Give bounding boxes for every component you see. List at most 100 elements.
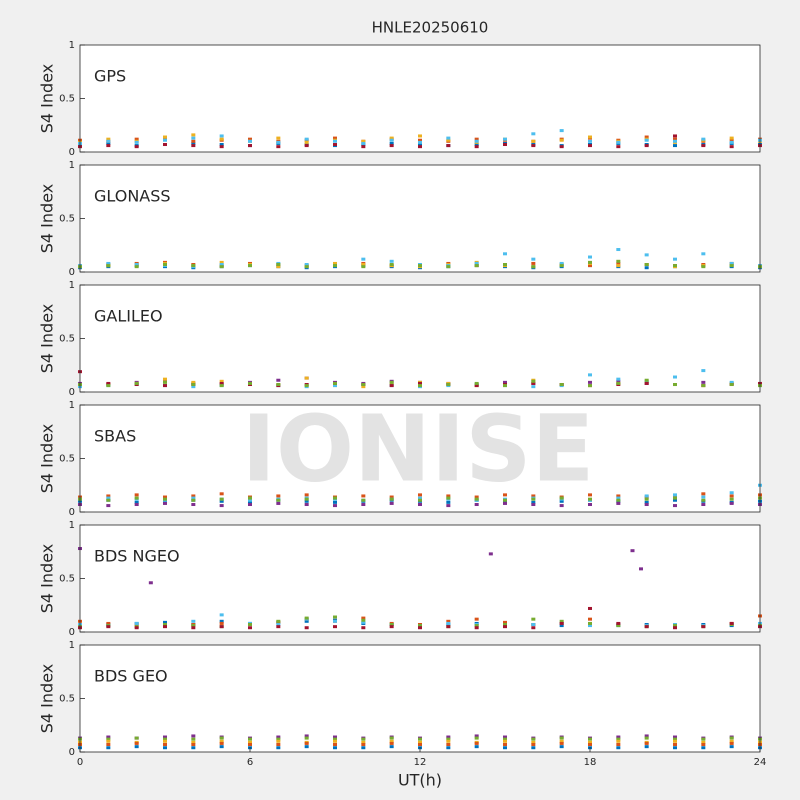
point — [474, 624, 479, 628]
point — [389, 141, 394, 145]
point — [148, 581, 153, 585]
point — [389, 136, 394, 140]
point — [389, 739, 394, 743]
point — [191, 498, 196, 502]
y-tick-label: 0.5 — [59, 454, 75, 465]
point — [701, 746, 706, 750]
x-tick-label: 24 — [754, 757, 767, 768]
point — [503, 735, 507, 739]
point — [389, 380, 394, 384]
x-axis-label: UT(h) — [398, 771, 442, 790]
point — [333, 504, 337, 508]
point — [191, 139, 196, 143]
point — [361, 383, 366, 387]
point — [276, 735, 281, 739]
point — [304, 144, 309, 148]
point — [191, 264, 196, 268]
point — [701, 384, 706, 388]
point — [219, 381, 224, 385]
point — [616, 379, 621, 383]
point — [531, 261, 536, 265]
point — [163, 263, 167, 267]
point — [219, 745, 224, 749]
point — [503, 498, 507, 502]
point — [163, 746, 167, 750]
point — [644, 625, 649, 629]
point — [503, 263, 507, 267]
point — [616, 248, 621, 252]
point — [418, 264, 422, 268]
panel-label: GLONASS — [94, 187, 171, 206]
point — [474, 137, 479, 141]
point — [701, 492, 706, 496]
point — [616, 261, 621, 265]
point — [191, 624, 196, 628]
point — [531, 497, 536, 501]
point — [673, 134, 677, 138]
point — [248, 498, 252, 502]
point — [639, 567, 643, 571]
y-tick-label: 0 — [69, 267, 75, 278]
y-axis-label: S4 Index — [38, 424, 57, 493]
panel-label: GALILEO — [94, 307, 163, 326]
point — [446, 136, 451, 140]
point — [361, 145, 366, 149]
point — [219, 736, 224, 740]
figure-title: HNLE20250610 — [372, 19, 489, 37]
point — [644, 503, 649, 507]
point — [304, 263, 309, 267]
point — [389, 501, 394, 505]
point — [503, 380, 507, 384]
point — [163, 377, 167, 381]
point — [673, 737, 677, 741]
point — [304, 140, 309, 144]
point — [163, 625, 167, 629]
point — [191, 385, 196, 389]
point — [163, 135, 167, 139]
x-tick-label: 12 — [414, 757, 427, 768]
point — [333, 384, 337, 388]
point — [276, 737, 281, 741]
point — [474, 734, 479, 738]
point — [304, 384, 309, 388]
point — [418, 737, 422, 741]
point — [219, 741, 224, 745]
point — [134, 736, 139, 740]
point — [134, 741, 139, 745]
point — [191, 494, 196, 498]
point — [474, 384, 479, 388]
point — [588, 743, 592, 747]
point — [644, 144, 649, 148]
point — [644, 736, 649, 740]
point — [333, 264, 337, 268]
point — [616, 735, 621, 739]
point — [304, 499, 309, 503]
point — [389, 736, 394, 740]
point — [503, 739, 507, 743]
point — [446, 746, 451, 750]
point — [531, 381, 536, 385]
point — [531, 257, 536, 261]
point — [644, 497, 649, 501]
point — [134, 145, 139, 149]
point — [673, 496, 677, 500]
point — [304, 734, 309, 738]
point — [106, 139, 111, 143]
point — [616, 501, 621, 505]
point — [389, 745, 394, 749]
point — [531, 743, 536, 747]
point — [389, 623, 394, 627]
point — [389, 263, 394, 267]
point — [644, 734, 649, 738]
point — [446, 265, 451, 269]
point — [559, 264, 564, 268]
point — [531, 139, 536, 143]
point — [729, 741, 734, 745]
point — [134, 500, 139, 504]
point — [446, 504, 451, 508]
y-tick-label: 0 — [69, 147, 75, 158]
point — [503, 137, 507, 141]
point — [531, 626, 536, 630]
point — [191, 734, 196, 738]
y-tick-label: 0.5 — [59, 334, 75, 345]
